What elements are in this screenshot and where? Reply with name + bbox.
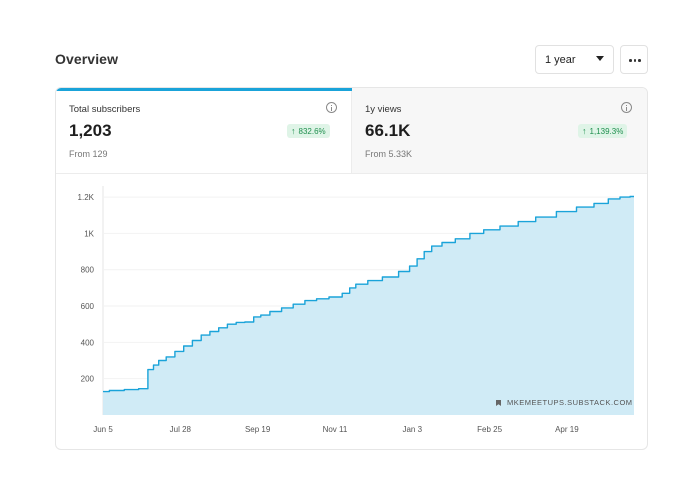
page-title: Overview [55,51,119,67]
tab-views[interactable]: 1y views 66.1K ↑ 1,139.3% From 5.33K [352,88,647,174]
x-tick-label: Jun 5 [93,425,113,434]
time-range-select[interactable]: 1 year [535,45,614,74]
series-area [103,196,634,415]
x-tick-label: Jan 3 [402,425,422,434]
stat-value: 1,203 [69,121,112,140]
bookmark-icon [496,400,501,406]
change-value: 832.6% [298,127,326,136]
y-tick-label: 600 [81,302,95,311]
y-tick-label: 1K [84,229,94,238]
stat-label: Total subscribers [69,104,141,115]
x-tick-label: Nov 11 [323,425,348,434]
ellipsis-dot [633,59,636,62]
tab-total-subscribers[interactable]: Total subscribers 1,203 ↑ 832.6% From 129 [56,88,352,174]
change-badge: ↑ 1,139.3% [578,124,628,138]
y-tick-label: 800 [81,266,95,275]
overview-header: Overview 1 year [55,45,648,75]
chart-svg: 200 400 600 800 1K 1.2K Jun 5 Jul 28 Sep 19 Nov 1… [78,186,634,434]
x-tick-label: Jul 28 [170,425,192,434]
stat-from: From 129 [69,149,108,159]
change-badge: ↑ 832.6% [287,124,330,138]
stat-from: From 5.33K [365,149,413,159]
time-range-value: 1 year [545,54,576,66]
more-options-button[interactable] [620,45,648,74]
watermark-text: MKEMEETUPS.SUBSTACK.COM [507,398,633,407]
arrow-up-icon: ↑ [582,126,587,136]
y-tick-label: 1.2K [78,193,95,202]
info-icon[interactable] [326,102,337,113]
ellipsis-dot [638,59,641,62]
subscribers-chart: 200 400 600 800 1K 1.2K Jun 5 Jul 28 Sep 19 Nov 1… [56,174,647,449]
chevron-down-icon [596,56,604,61]
stat-label: 1y views [365,104,402,115]
x-tick-label: Feb 25 [477,425,502,434]
overview-card: Total subscribers 1,203 ↑ 832.6% From 129… [55,87,648,450]
series-line [103,195,634,393]
info-icon[interactable] [621,102,632,113]
x-tick-label: Apr 19 [555,425,579,434]
change-value: 1,139.3% [589,127,624,136]
stat-value: 66.1K [365,121,411,140]
active-tab-indicator [56,88,352,91]
ellipsis-icon [629,59,632,62]
y-tick-label: 200 [81,375,95,384]
y-tick-label: 400 [81,338,95,347]
arrow-up-icon: ↑ [291,126,296,136]
x-tick-label: Sep 19 [245,425,271,434]
